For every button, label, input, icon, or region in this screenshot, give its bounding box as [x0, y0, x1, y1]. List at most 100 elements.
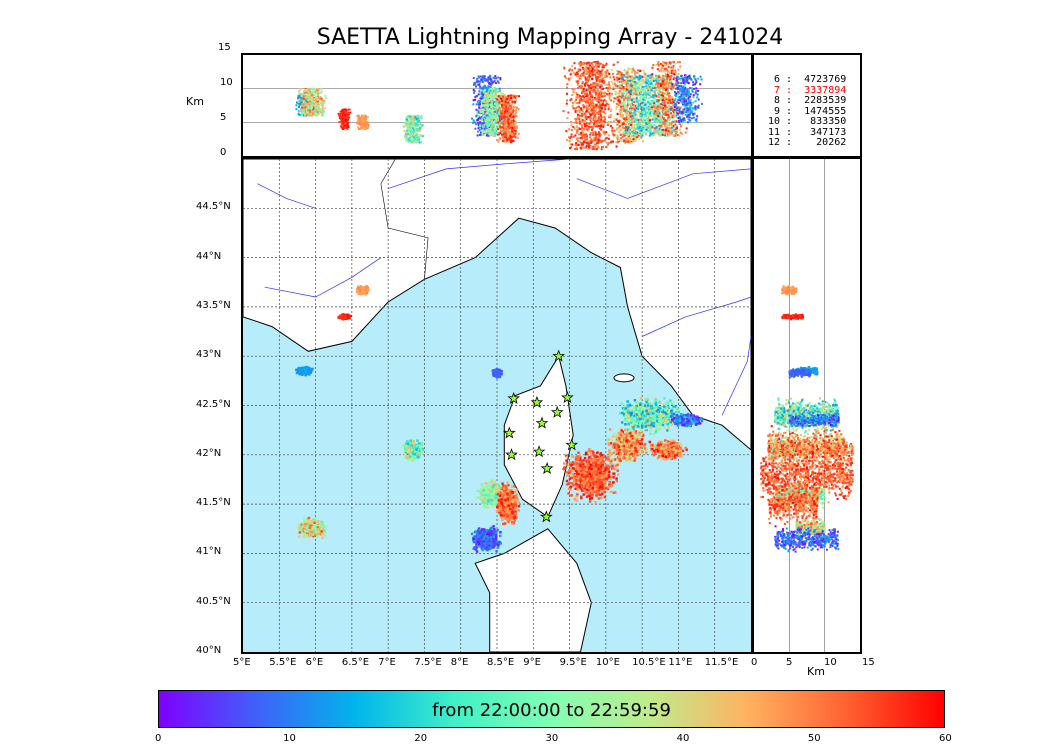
top-source-point	[611, 132, 614, 135]
top-source-point	[506, 123, 509, 126]
top-source-point	[595, 64, 598, 67]
top-source-point	[622, 132, 625, 135]
top-source-point	[367, 124, 370, 127]
top-source-point	[658, 102, 661, 105]
top-source-point	[603, 133, 606, 136]
top-source-point	[630, 68, 633, 71]
top-source-point	[507, 134, 510, 137]
top-source-point	[626, 120, 629, 123]
top-source-point	[314, 113, 317, 116]
top-source-point	[635, 97, 638, 100]
top-source-point	[410, 121, 413, 124]
top-source-point	[653, 98, 656, 101]
top-source-point	[618, 130, 621, 133]
top-source-point	[578, 62, 581, 65]
top-source-point	[498, 133, 501, 136]
top-source-point	[656, 100, 659, 103]
top-source-point	[571, 143, 574, 146]
top-source-point	[409, 120, 412, 123]
top-source-point	[487, 109, 490, 112]
top-source-point	[628, 119, 631, 122]
top-source-point	[588, 77, 591, 80]
top-source-point	[597, 92, 600, 95]
top-source-point	[494, 108, 497, 111]
top-source-point	[629, 129, 632, 132]
top-source-point	[598, 78, 601, 81]
top-source-point	[577, 143, 580, 146]
top-source-point	[637, 110, 640, 113]
top-source-point	[490, 80, 493, 83]
top-source-point	[641, 100, 644, 103]
top-source-point	[406, 132, 409, 135]
top-source-point	[622, 82, 625, 85]
top-source-point	[577, 68, 580, 71]
top-source-point	[575, 146, 578, 149]
top-source-point	[587, 88, 590, 91]
top-source-point	[619, 101, 622, 104]
top-source-point	[671, 117, 674, 120]
top-source-point	[650, 89, 653, 92]
top-source-point	[604, 112, 607, 115]
top-source-point	[480, 97, 483, 100]
top-source-point	[481, 81, 484, 84]
top-source-point	[655, 126, 658, 129]
top-source-point	[650, 101, 653, 104]
top-source-point	[597, 118, 600, 121]
top-source-point	[608, 106, 611, 109]
top-source-point	[652, 90, 655, 93]
top-source-point	[303, 114, 306, 117]
top-source-point	[574, 134, 577, 137]
top-source-point	[582, 143, 585, 146]
top-source-point	[632, 119, 635, 122]
top-source-point	[507, 113, 510, 116]
top-source-point	[585, 110, 588, 113]
top-source-point	[602, 126, 605, 129]
top-source-point	[585, 118, 588, 121]
top-source-point	[625, 112, 628, 115]
top-source-point	[483, 132, 486, 135]
top-source-point	[481, 76, 484, 79]
top-source-point	[645, 74, 648, 77]
top-source-point	[409, 134, 412, 137]
top-source-point	[627, 87, 630, 90]
top-source-point	[517, 132, 520, 135]
top-source-point	[598, 62, 601, 65]
top-source-point	[591, 109, 594, 112]
top-source-point	[475, 111, 478, 114]
top-source-point	[407, 114, 410, 117]
top-source-point	[642, 86, 645, 89]
top-source-point	[341, 112, 344, 115]
top-source-point	[658, 110, 661, 113]
top-source-point	[641, 118, 644, 121]
top-source-point	[622, 105, 625, 108]
top-source-point	[312, 98, 315, 101]
top-source-point	[363, 126, 366, 129]
top-source-point	[625, 74, 628, 77]
top-source-point	[366, 116, 369, 119]
top-source-point	[509, 105, 512, 108]
top-source-point	[578, 101, 581, 104]
top-source-point	[482, 122, 485, 125]
top-source-point	[306, 106, 309, 109]
top-source-point	[599, 99, 602, 102]
top-source-point	[585, 104, 588, 107]
top-source-point	[405, 134, 408, 137]
top-source-point	[587, 66, 590, 69]
top-source-point	[420, 125, 423, 128]
top-source-point	[505, 101, 508, 104]
top-source-point	[513, 109, 516, 112]
top-source-point	[493, 77, 496, 80]
top-source-point	[489, 78, 492, 81]
top-source-point	[650, 111, 653, 114]
altitude-longitude-panel	[241, 53, 753, 158]
top-source-point	[313, 99, 316, 102]
top-source-point	[640, 108, 643, 111]
top-source-point	[484, 90, 487, 93]
top-source-point	[494, 89, 497, 92]
top-source-point	[413, 138, 416, 141]
top-source-point	[596, 62, 599, 65]
top-source-point	[508, 126, 511, 129]
top-source-point	[314, 114, 317, 117]
top-source-point	[594, 148, 597, 151]
top-source-point	[598, 96, 601, 99]
